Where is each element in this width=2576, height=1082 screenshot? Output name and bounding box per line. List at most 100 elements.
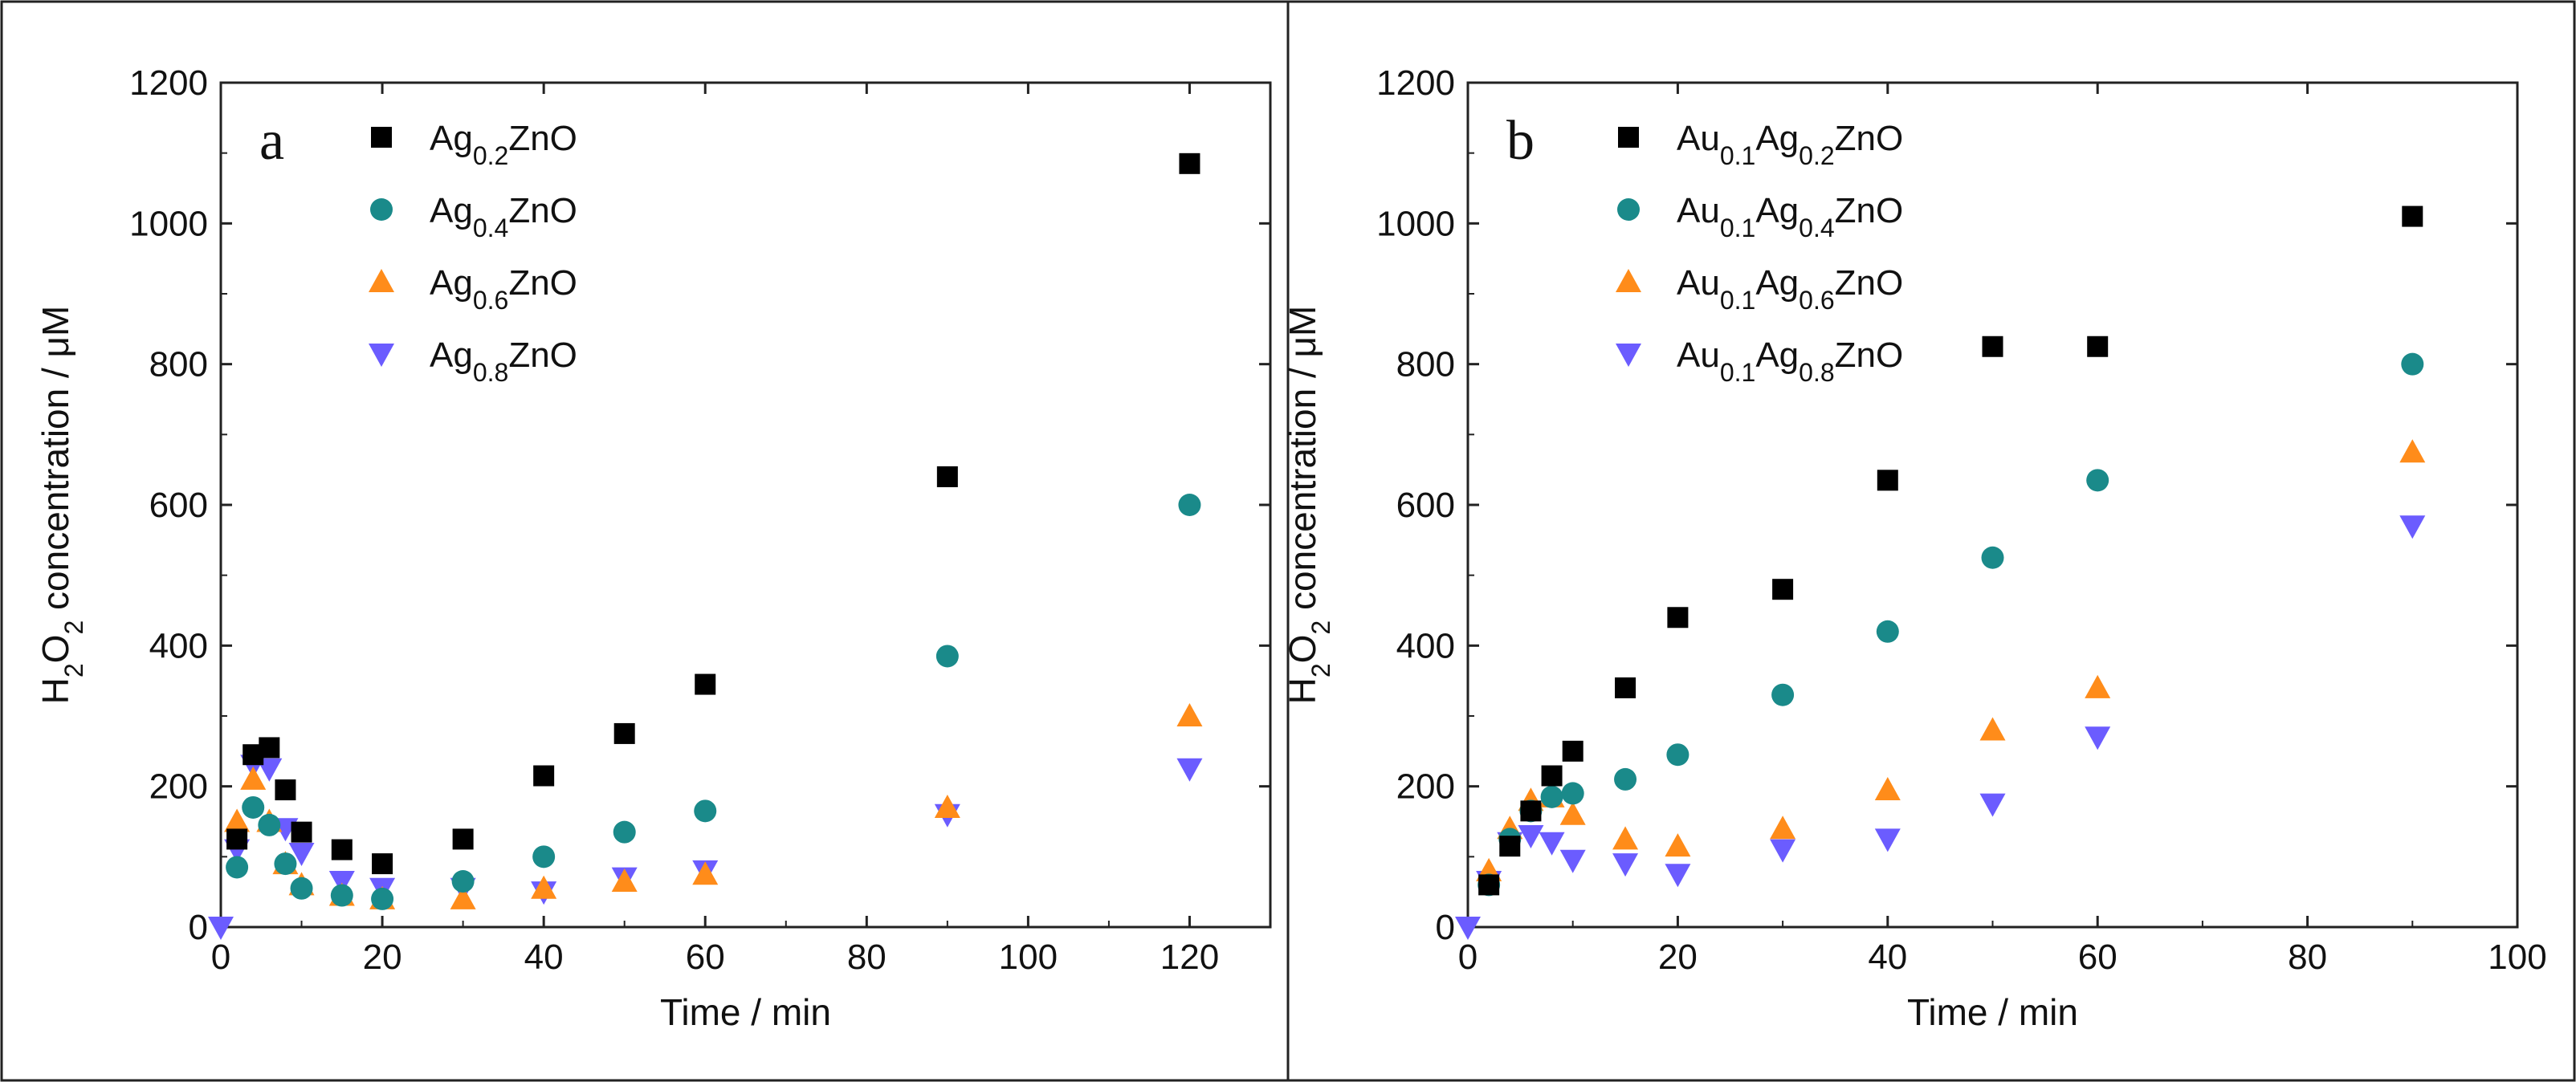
x-axis-title: Time / min [1907, 991, 2078, 1033]
data-point [2402, 205, 2423, 227]
y-tick-label: 1200 [129, 63, 208, 103]
data-point [2086, 469, 2109, 492]
data-point [1877, 470, 1898, 491]
data-point [1874, 777, 1901, 801]
data-point [1770, 839, 1796, 863]
data-point [208, 917, 234, 940]
data-point [371, 887, 394, 910]
data-point [1518, 825, 1544, 849]
data-point [2087, 336, 2109, 357]
series-Ag0.2ZnO [226, 153, 1200, 875]
x-tick-label: 0 [211, 938, 230, 977]
data-point [1615, 677, 1636, 698]
data-point [1562, 740, 1584, 762]
data-point [275, 779, 296, 801]
data-point [242, 795, 265, 819]
data-point [695, 673, 716, 695]
y-tick-label: 400 [149, 626, 208, 665]
x-axis-title: Time / min [660, 991, 831, 1033]
y-tick-label: 1000 [1376, 204, 1455, 243]
data-point [291, 821, 312, 843]
data-point [1561, 782, 1584, 805]
data-point [2085, 674, 2111, 698]
legend-entry: Au0.1Ag0.2ZnO [1618, 119, 1903, 170]
data-point [531, 875, 557, 899]
y-tick-label: 1200 [1376, 63, 1455, 103]
data-point [1665, 864, 1691, 888]
data-point [935, 645, 959, 668]
data-point [274, 852, 297, 876]
data-point [328, 871, 355, 895]
data-point [613, 722, 635, 744]
x-tick-label: 40 [524, 938, 564, 977]
legend-marker [370, 198, 393, 221]
y-tick-label: 600 [1396, 486, 1455, 525]
data-point [1520, 800, 1542, 822]
data-point [452, 828, 474, 850]
data-point [934, 794, 960, 818]
data-point [1874, 828, 1901, 852]
legend-marker [1617, 198, 1640, 221]
legend-label: Au0.1Ag0.2ZnO [1677, 119, 1903, 170]
legend-marker [369, 269, 394, 292]
y-tick-label: 400 [1396, 626, 1455, 665]
data-point [1979, 793, 2006, 817]
y-tick-label: 0 [1436, 908, 1455, 947]
data-point [533, 765, 555, 787]
legend-entry: Ag0.6ZnO [369, 263, 577, 315]
x-tick-label: 80 [2288, 938, 2327, 977]
x-tick-label: 40 [1868, 938, 1907, 977]
y-tick-label: 800 [1396, 345, 1455, 384]
data-point [1499, 836, 1521, 857]
chart-panel-a: 0 20 40 60 80 100 120020040060080010001200Time… [35, 63, 1272, 1033]
data-point [1176, 758, 1203, 782]
y-tick-label: 800 [149, 345, 208, 384]
x-tick-label: 100 [2488, 938, 2546, 977]
legend-marker [369, 344, 394, 367]
data-point [694, 799, 717, 823]
x-tick-label: 80 [847, 938, 887, 977]
data-point [1770, 816, 1796, 840]
legend-entry: Ag0.2ZnO [371, 119, 577, 170]
y-tick-label: 200 [149, 767, 208, 807]
data-point [1176, 703, 1203, 726]
data-point [372, 853, 393, 875]
data-point [2085, 726, 2111, 750]
data-point [1559, 801, 1586, 825]
data-point [1666, 743, 1689, 767]
data-point [2399, 515, 2426, 539]
x-tick-label: 60 [686, 938, 725, 977]
legend-label: Ag0.4ZnO [430, 191, 577, 242]
data-point [226, 856, 249, 879]
data-point [1981, 546, 2004, 569]
data-point [936, 466, 958, 487]
data-point [1979, 717, 2006, 741]
x-tick-label: 60 [2078, 938, 2117, 977]
data-point [532, 845, 556, 868]
data-point [450, 885, 476, 909]
y-tick-label: 0 [189, 908, 208, 947]
legend-label: Au0.1Ag0.6ZnO [1677, 263, 1903, 315]
series-Au0.1Ag0.2ZnO [1478, 205, 2423, 896]
data-point [692, 861, 719, 885]
data-point [613, 820, 636, 844]
legend-label: Ag0.8ZnO [430, 336, 577, 387]
x-tick-label: 20 [363, 938, 402, 977]
legend-label: Ag0.6ZnO [430, 263, 577, 315]
data-point [1667, 607, 1689, 628]
data-point [1179, 153, 1200, 174]
y-tick-label: 1000 [129, 204, 208, 243]
data-point [240, 766, 267, 790]
legend-entry: Au0.1Ag0.6ZnO [1616, 263, 1903, 315]
y-axis-title: H2O2 concentration / μM [1282, 306, 1335, 705]
data-point [290, 877, 313, 900]
legend-label: Au0.1Ag0.8ZnO [1677, 336, 1903, 387]
data-point [451, 870, 475, 893]
data-point [1178, 494, 1201, 516]
data-point [1612, 826, 1639, 850]
panel-label: b [1506, 110, 1535, 172]
series-Ag0.4ZnO [226, 494, 1201, 910]
panel-label: a [259, 110, 284, 172]
